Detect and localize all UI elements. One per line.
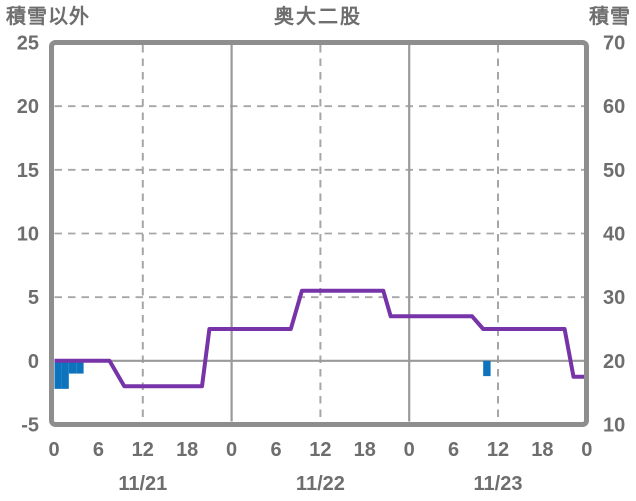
date-labels: 11/21 11/22 11/23 xyxy=(118,473,522,495)
hour-tick-label: 0 xyxy=(581,439,592,461)
left-axis-tick-label: 0 xyxy=(28,351,39,373)
precip-bar xyxy=(54,360,62,389)
hour-tick-label: 12 xyxy=(487,439,509,461)
right-axis-tick-label: 50 xyxy=(603,160,625,182)
horizontal-gridlines xyxy=(54,105,584,299)
precip-bar xyxy=(76,360,84,374)
hour-labels: 0 6 12 18 0 6 12 18 0 6 12 18 0 xyxy=(48,439,592,461)
precip-bars xyxy=(54,360,491,389)
right-axis-labels: 70 60 50 40 30 20 10 xyxy=(603,33,625,437)
date-label: 11/23 xyxy=(474,473,523,495)
left-axis-labels: 25 20 15 10 5 0 -5 xyxy=(17,33,39,437)
hour-tick-label: 0 xyxy=(226,439,237,461)
right-axis-tick-label: 20 xyxy=(603,351,625,373)
date-label: 11/22 xyxy=(296,473,345,495)
right-axis-tick-label: 40 xyxy=(603,224,625,246)
left-axis-tick-label: 25 xyxy=(17,33,39,55)
left-axis-tick-label: 10 xyxy=(17,224,39,246)
precip-bar xyxy=(68,360,77,374)
left-axis-tick-label: -5 xyxy=(21,415,39,437)
right-axis-tick-label: 30 xyxy=(603,287,625,309)
chart-title: 奥大二股 xyxy=(274,6,362,28)
right-axis-tick-label: 60 xyxy=(603,96,625,118)
hour-tick-label: 0 xyxy=(404,439,415,461)
hour-tick-label: 0 xyxy=(48,439,59,461)
left-axis-tick-label: 5 xyxy=(28,287,39,309)
hour-tick-label: 6 xyxy=(93,439,104,461)
left-axis-title: 積雪以外 xyxy=(6,6,90,28)
date-label: 11/21 xyxy=(118,473,167,495)
snow-line xyxy=(54,288,585,389)
right-axis-tick-label: 70 xyxy=(603,33,625,55)
hour-tick-label: 6 xyxy=(448,439,459,461)
left-axis-tick-label: 20 xyxy=(17,96,39,118)
left-axis-tick-label: 15 xyxy=(17,160,39,182)
vertical-gridlines xyxy=(141,45,499,422)
right-axis-title: 積雪 xyxy=(589,6,631,28)
hour-tick-label: 18 xyxy=(531,439,553,461)
precip-bar xyxy=(483,360,491,377)
hour-tick-label: 12 xyxy=(132,439,154,461)
hour-tick-label: 6 xyxy=(270,439,281,461)
plot-border xyxy=(49,40,589,427)
hour-tick-label: 12 xyxy=(309,439,331,461)
precip-bar xyxy=(61,360,69,389)
hour-tick-label: 18 xyxy=(176,439,198,461)
right-axis-tick-label: 10 xyxy=(603,415,625,437)
hour-tick-label: 18 xyxy=(354,439,376,461)
